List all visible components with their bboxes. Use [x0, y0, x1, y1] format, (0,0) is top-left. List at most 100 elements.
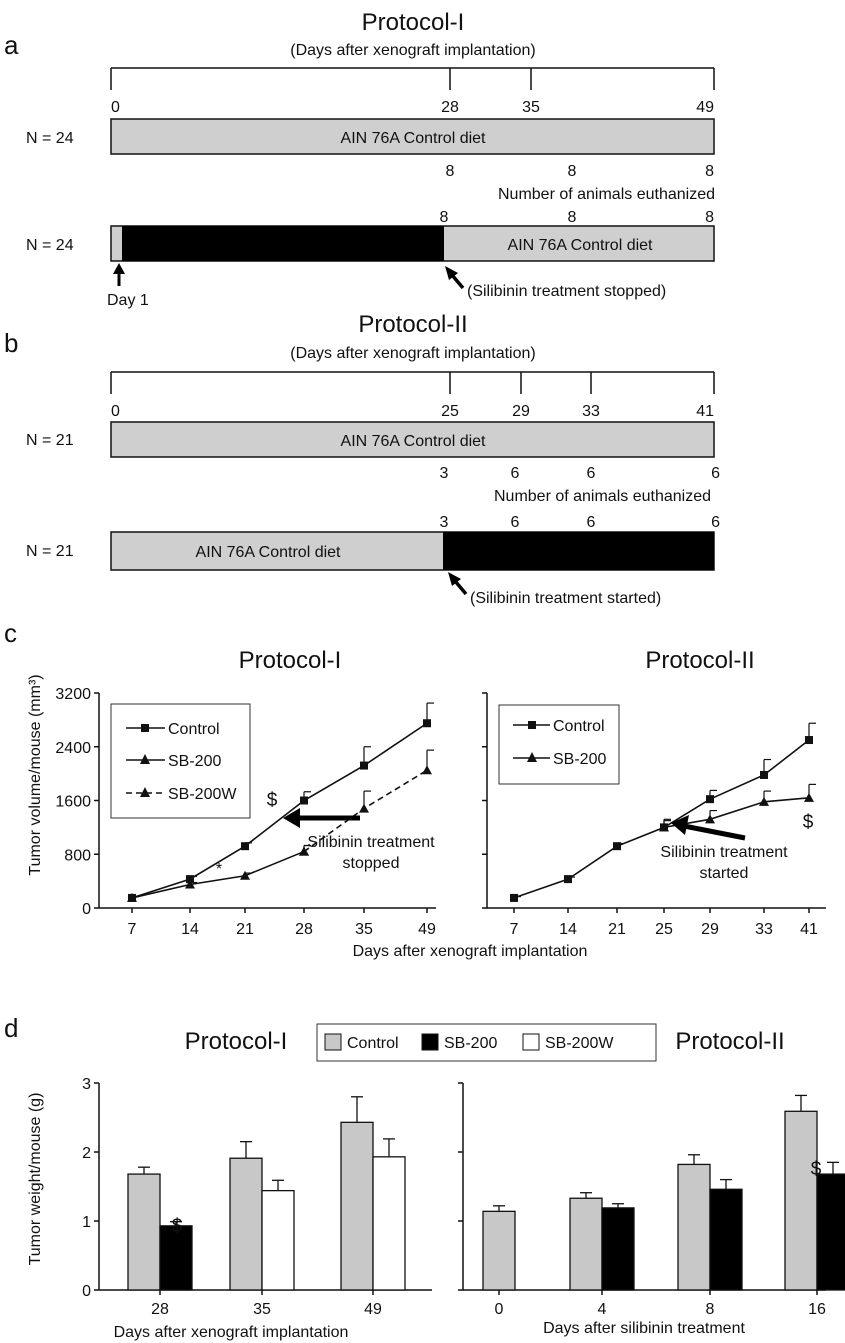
panel-d-legend-swatch-sb200w	[522, 1033, 540, 1051]
x-tick-label: 0	[495, 1301, 504, 1318]
panel-b-control-count: 6	[511, 465, 520, 482]
data-point-sb-200	[659, 822, 669, 832]
panel-b-control-n: N = 21	[26, 432, 74, 449]
panel-a-title: Protocol-I	[362, 9, 465, 36]
panel-a-control-diet-label: AIN 76A Control diet	[341, 130, 487, 147]
y-tick-label: 3	[82, 1076, 91, 1093]
panel-d-right-dollar: $	[811, 1159, 822, 1180]
panel-c-right-legend-label: Control	[553, 718, 605, 735]
panel-a-control-diet-bar	[110, 118, 715, 155]
bar-sb-200	[601, 1207, 635, 1291]
panel-c-right-title: Protocol-II	[645, 647, 754, 674]
panel-c-left-legend-label: Control	[168, 721, 220, 738]
panel-d-left-dollar: $	[172, 1216, 183, 1237]
panel-a-day1-arrow	[113, 263, 125, 286]
data-point-sb-200	[705, 814, 715, 824]
panel-c-right-arrow-label: started	[700, 865, 749, 882]
panel-b: b Protocol-II (Days after xenograft impl…	[4, 311, 720, 607]
panel-c-right-dollar: $	[803, 812, 814, 833]
panel-c-left-arrow-label: stopped	[343, 855, 400, 872]
panel-a-control-count: 8	[446, 163, 455, 180]
y-tick-label: 2	[82, 1145, 91, 1162]
panel-d-legend-label: SB-200	[444, 1035, 497, 1052]
panel-d: d Protocol-I Protocol-II Control SB-200 …	[4, 1013, 845, 1341]
y-tick-label: 1600	[55, 794, 91, 811]
panel-a-day-label: 0	[111, 99, 120, 116]
panel-letter-b: b	[4, 328, 18, 358]
x-tick-label: 35	[355, 921, 373, 938]
panel-c-y-axis-label: Tumor volume/mouse (mm³)	[27, 674, 44, 875]
panel-a-euthanized-label: Number of animals euthanized	[498, 186, 715, 203]
panel-c-left-legend-label: SB-200W	[168, 786, 237, 803]
panel-c-left-legend-box	[110, 703, 251, 819]
panel-d-left-x-axis-label: Days after xenograft implantation	[114, 1324, 349, 1341]
x-tick-label: 41	[800, 921, 818, 938]
panel-c-left-star: *	[216, 861, 222, 878]
panel-c-right-plot: 7 14 21 25 29 33 41 Control SB-200 $ Silibinin…	[482, 692, 826, 938]
panel-a-stopped-arrow	[445, 266, 465, 290]
data-point-sb-200w	[299, 846, 309, 856]
x-tick-label: 49	[364, 1301, 382, 1318]
panel-b-control-count: 6	[711, 465, 720, 482]
y-tick-label: 0	[82, 901, 91, 918]
data-point-control	[564, 875, 572, 884]
panel-c-left-legend-label: SB-200	[168, 753, 221, 770]
panel-b-day-label: 33	[582, 403, 600, 420]
panel-c-left-dollar: $	[267, 790, 278, 811]
panel-b-treatment-count: 6	[511, 514, 520, 531]
panel-a-control-count: 8	[705, 163, 714, 180]
panel-c-right-arrow-label: Silibinin treatment	[660, 844, 788, 861]
panel-b-treatment-count: 6	[711, 514, 720, 531]
x-tick-label: 8	[706, 1301, 715, 1318]
x-tick-label: 21	[236, 921, 254, 938]
data-point-sb-200	[127, 892, 137, 902]
panel-a-day1-label: Day 1	[107, 292, 149, 309]
panel-d-legend-swatch-control	[324, 1033, 342, 1051]
data-point-control	[423, 719, 431, 728]
panel-a-treatment-n: N = 24	[26, 237, 74, 254]
panel-c-left-legend-swatch-sb200	[126, 754, 165, 764]
data-point-control	[613, 842, 621, 851]
x-tick-label: 7	[510, 921, 519, 938]
x-tick-label: 29	[701, 921, 719, 938]
panel-c-left-plot: 7 14 21 28 35 49 0 800 1600 2400 3200 Control SB-…	[55, 686, 436, 938]
panel-b-timeline	[110, 371, 715, 394]
panel-b-control-count: 3	[440, 465, 449, 482]
panel-a-silibinin-segment	[122, 226, 444, 261]
x-tick-label: 33	[755, 921, 773, 938]
panel-b-started-arrow	[448, 572, 468, 596]
panel-a-treatment-count: 8	[568, 209, 577, 226]
bar-sb-200	[709, 1188, 743, 1291]
panel-letter-a: a	[4, 30, 19, 60]
panel-c-left-arrow	[283, 808, 360, 828]
y-tick-label: 800	[64, 847, 91, 864]
panel-b-title: Protocol-II	[358, 311, 467, 338]
panel-d-legend-label: SB-200W	[545, 1035, 614, 1052]
panel-d-legend-swatch-sb200	[421, 1033, 439, 1051]
x-tick-label: 4	[598, 1301, 607, 1318]
panel-d-legend-box	[316, 1023, 657, 1062]
panel-a-treatment-diet-label: AIN 76A Control diet	[508, 237, 654, 254]
data-point-sb-200	[185, 879, 195, 889]
panel-a-stopped-note: (Silibinin treatment stopped)	[467, 283, 666, 300]
panel-c-right-legend-box	[498, 704, 620, 785]
panel-d-left-plot: 0 1 2 3 28 35 49 $ Days after xenograft impla…	[82, 1076, 432, 1341]
panel-b-treatment-count: 3	[440, 514, 449, 531]
panel-a-day-label: 49	[696, 99, 714, 116]
data-point-sb-200w	[359, 803, 369, 813]
panel-c-left-legend-swatch-sb200w	[126, 787, 165, 797]
data-point-control	[300, 796, 308, 805]
panel-c-left-legend-swatch-control	[126, 724, 165, 732]
bar-sb-200	[816, 1173, 845, 1291]
y-tick-label: 1	[82, 1214, 91, 1231]
x-tick-label: 35	[253, 1301, 271, 1318]
panel-b-control-diet-bar	[110, 421, 715, 458]
x-tick-label: 28	[295, 921, 313, 938]
panel-d-legend-label: Control	[347, 1035, 399, 1052]
panel-b-treatment-diet-label: AIN 76A Control diet	[196, 544, 342, 561]
bar-control	[340, 1121, 374, 1291]
bar-sb-200w	[372, 1156, 406, 1291]
panel-d-y-axis-label: Tumor weight/mouse (g)	[27, 1093, 44, 1266]
x-tick-label: 28	[151, 1301, 169, 1318]
bar-control	[229, 1157, 263, 1291]
